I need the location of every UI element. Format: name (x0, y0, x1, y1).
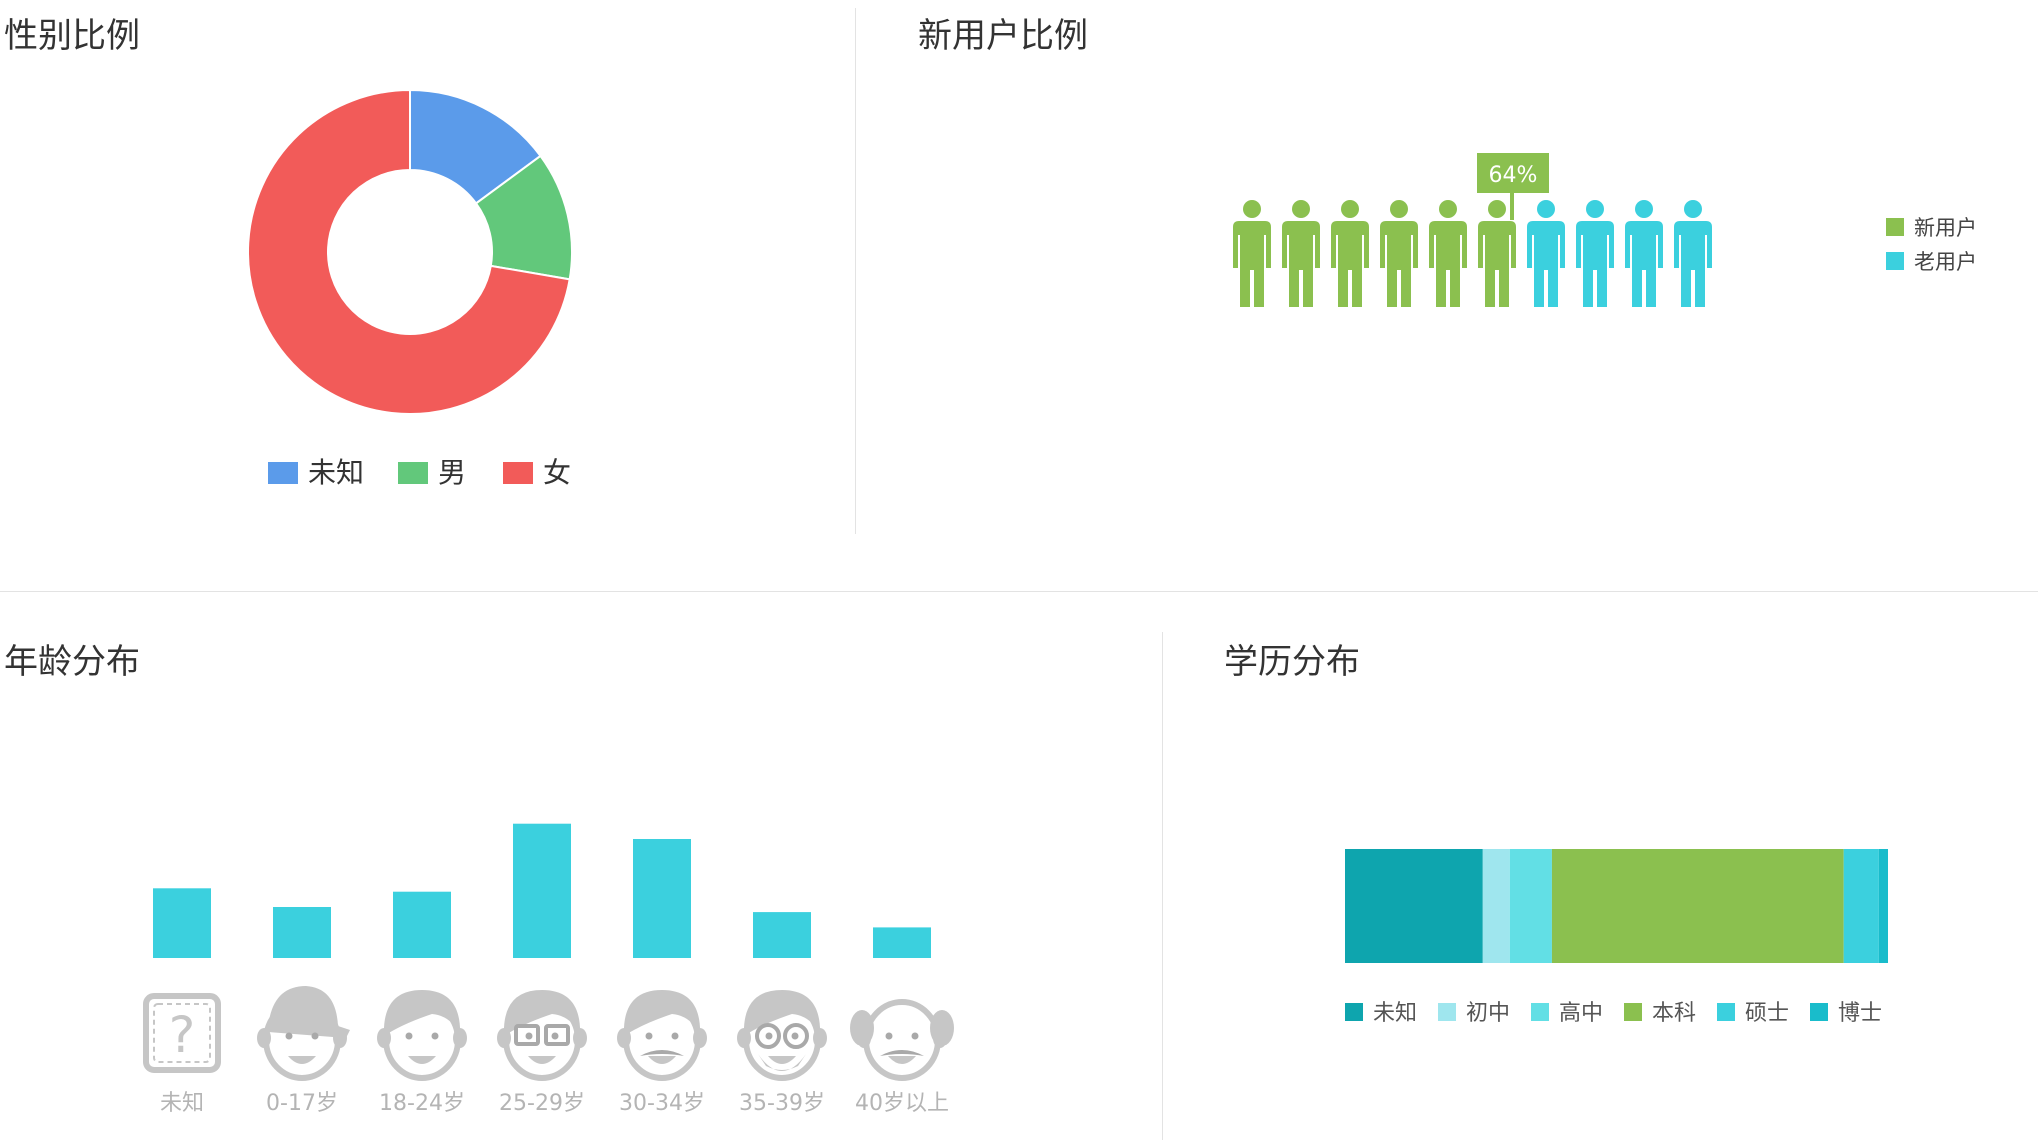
education-legend-label-5: 博士 (1838, 1001, 1882, 1026)
young-icon (377, 990, 467, 1081)
education-legend-swatch-3 (1624, 1003, 1642, 1021)
education-legend-label-4: 硕士 (1745, 1001, 1789, 1026)
bald-elder-icon (850, 999, 954, 1081)
education-legend-item-3[interactable]: 本科 (1624, 1001, 1696, 1026)
age-bar-2 (393, 891, 451, 958)
person-icon-0 (1233, 200, 1271, 307)
age-category-label-5: 35-39岁 (739, 1091, 825, 1116)
education-legend-swatch-4 (1717, 1003, 1735, 1021)
age-bar-0 (153, 888, 211, 958)
new-user-percent-label: 64% (1489, 163, 1538, 188)
education-panel-title: 学历分布 (1224, 642, 1360, 682)
education-legend-swatch-0 (1345, 1003, 1363, 1021)
education-segment-2 (1509, 849, 1552, 963)
new-user-legend-label-0: 新用户 (1914, 216, 1977, 240)
person-icon-4 (1429, 200, 1467, 307)
education-segment-3 (1551, 849, 1844, 963)
age-bar-1 (273, 907, 331, 958)
education-segment-5 (1878, 849, 1888, 963)
education-legend-item-5[interactable]: 博士 (1810, 1001, 1882, 1026)
person-icon-7 (1576, 200, 1614, 307)
education-segment-1 (1482, 849, 1510, 963)
question-icon: ? (143, 993, 221, 1073)
education-legend-label-0: 未知 (1373, 1001, 1417, 1026)
person-icon-1 (1282, 200, 1320, 307)
age-category-label-4: 30-34岁 (619, 1091, 705, 1116)
education-legend-label-2: 高中 (1559, 1001, 1603, 1026)
child-cap-icon (257, 986, 350, 1081)
education-segment-0 (1345, 849, 1483, 963)
top-divider (855, 8, 856, 534)
education-legend-item-0[interactable]: 未知 (1345, 1001, 1417, 1026)
age-panel-title: 年龄分布 (4, 642, 140, 682)
education-legend-swatch-2 (1531, 1003, 1549, 1021)
gender-legend-swatch-1 (398, 462, 428, 484)
age-category-label-0: 未知 (160, 1091, 204, 1116)
gender-legend-swatch-2 (503, 462, 533, 484)
gender-legend-label-0: 未知 (308, 456, 364, 489)
person-icon-9 (1674, 200, 1712, 307)
gender-legend-label-1: 男 (438, 456, 466, 489)
education-segment-4 (1843, 849, 1879, 963)
new-user-legend-swatch-0 (1886, 218, 1904, 236)
age-bar-3 (513, 823, 571, 958)
gender-legend-label-2: 女 (543, 456, 571, 489)
glasses-icon (497, 990, 587, 1081)
age-category-label-2: 18-24岁 (379, 1091, 465, 1116)
education-legend-item-4[interactable]: 硕士 (1717, 1001, 1789, 1026)
person-icon-3 (1380, 200, 1418, 307)
age-category-label-1: 0-17岁 (266, 1091, 338, 1116)
mustache-icon (617, 990, 707, 1081)
education-legend-item-2[interactable]: 高中 (1531, 1001, 1603, 1026)
new-user-legend-item-1[interactable]: 老用户 (1886, 250, 1977, 274)
donut-slice-2 (247, 88, 571, 415)
age-category-label-6: 40岁以上 (855, 1091, 949, 1116)
new-user-percent-flag: 64% (1477, 153, 1549, 220)
new-user-panel-title: 新用户比例 (918, 16, 1088, 56)
education-legend-swatch-5 (1810, 1003, 1828, 1021)
gender-legend-item-0[interactable]: 未知 (268, 456, 364, 489)
education-legend-label-1: 初中 (1466, 1001, 1510, 1026)
age-bar-4 (633, 839, 691, 958)
svg-text:?: ? (169, 1006, 196, 1064)
new-user-legend-item-0[interactable]: 新用户 (1886, 216, 1977, 240)
new-user-legend-label-1: 老用户 (1914, 250, 1977, 274)
bottom-divider (1162, 632, 1163, 1140)
person-icon-8 (1625, 200, 1663, 307)
middle-divider (0, 591, 2038, 592)
gender-legend-item-1[interactable]: 男 (398, 456, 466, 489)
gender-panel-title: 性别比例 (4, 16, 140, 56)
new-user-legend-swatch-1 (1886, 252, 1904, 270)
education-legend-swatch-1 (1438, 1003, 1456, 1021)
education-legend-label-3: 本科 (1652, 1001, 1696, 1026)
education-legend-item-1[interactable]: 初中 (1438, 1001, 1510, 1026)
round-glasses-beard-icon (737, 990, 827, 1081)
age-bar-6 (873, 927, 931, 958)
age-category-label-3: 25-29岁 (499, 1091, 585, 1116)
age-bar-5 (753, 912, 811, 958)
person-icon-5 (1478, 200, 1516, 307)
gender-legend-item-2[interactable]: 女 (503, 456, 571, 489)
gender-legend-swatch-0 (268, 462, 298, 484)
person-icon-2 (1331, 200, 1369, 307)
person-icon-6 (1527, 200, 1565, 307)
